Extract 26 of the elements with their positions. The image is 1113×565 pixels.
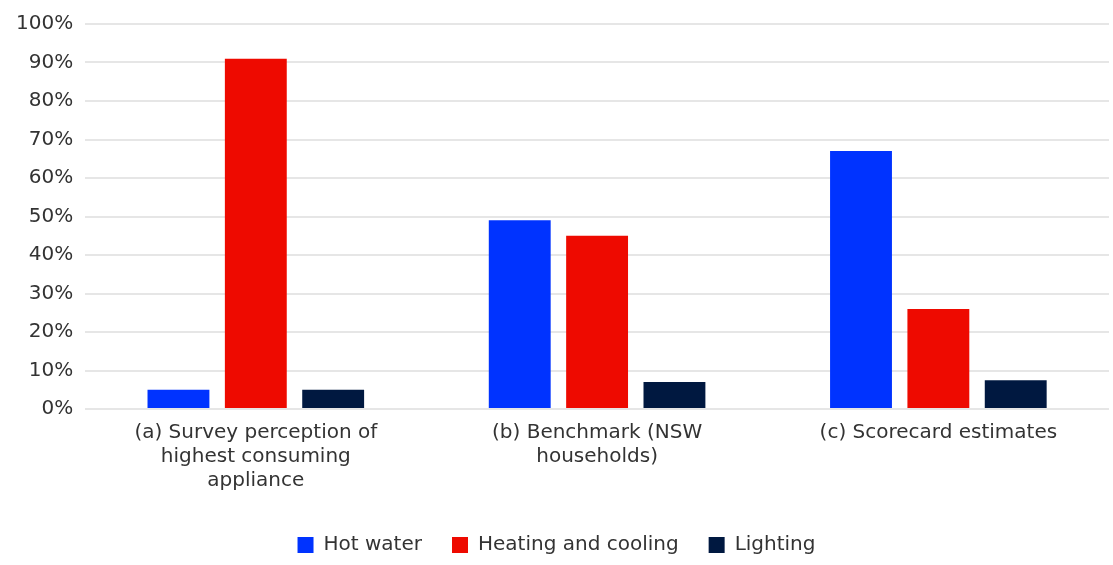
legend-label: Hot water (323, 531, 423, 556)
legend-label: Heating and cooling (477, 531, 679, 556)
x-tick-label: (b) Benchmark (NSW households) (492, 419, 703, 468)
bar (907, 308, 970, 408)
y-tick-label: 30% (28, 279, 74, 304)
y-tick-label: 60% (28, 164, 74, 189)
y-tick-label: 80% (28, 87, 74, 112)
y-tick-label: 10% (28, 356, 74, 381)
bar (147, 389, 210, 408)
y-tick-label: 50% (28, 202, 74, 227)
bar (488, 220, 551, 408)
bar (643, 382, 706, 408)
y-tick-label: 20% (28, 318, 74, 343)
bar (830, 151, 892, 408)
y-tick-label: 100% (15, 10, 74, 35)
bar (566, 235, 629, 408)
x-tick-label: (c) Scorecard estimates (819, 419, 1058, 444)
y-tick-label: 90% (28, 48, 74, 73)
x-tick-label: (a) Survey perception of highest consuming appliance (134, 419, 379, 492)
legend-label: Lighting (734, 531, 816, 556)
bar (224, 58, 287, 408)
y-tick-label: 40% (28, 241, 74, 266)
bar (984, 380, 1047, 408)
y-tick-label: 0% (41, 395, 74, 420)
bar (302, 389, 365, 408)
y-tick-label: 70% (28, 125, 74, 150)
